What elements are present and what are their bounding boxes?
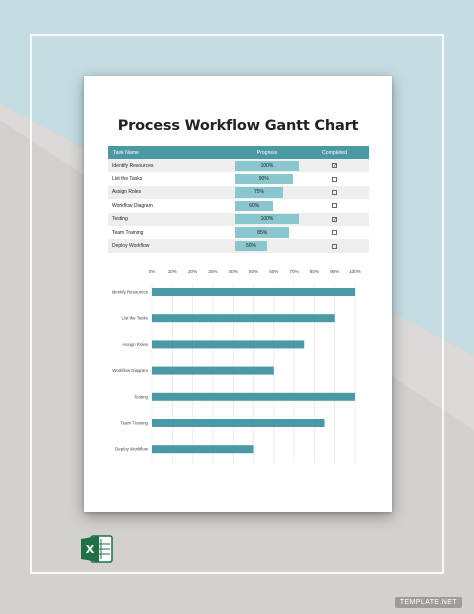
y-category-label: Team Training	[120, 421, 148, 426]
excel-icon: X	[81, 535, 113, 563]
x-tick-label: 20%	[188, 269, 197, 274]
y-category-label: Testing	[134, 394, 148, 399]
progress-cell: 100%	[234, 159, 300, 172]
checkbox[interactable]	[332, 189, 337, 195]
progress-cell: 50%	[234, 239, 300, 252]
x-tick-label: 30%	[208, 269, 217, 274]
table-row: Identify Resources 100% ✓	[108, 159, 369, 173]
completed-cell	[300, 230, 369, 236]
progress-cell: 85%	[234, 226, 300, 239]
x-tick-label: 100%	[349, 269, 361, 274]
progress-bar	[235, 227, 290, 238]
header-task-name: Task Name	[113, 149, 139, 156]
progress-cell: 90%	[234, 172, 300, 185]
checkbox[interactable]	[332, 176, 337, 182]
y-category-label: Workflow Diagram	[112, 368, 148, 373]
progress-text: 60%	[249, 202, 260, 209]
table-row: Assign Roles 75%	[108, 185, 369, 200]
task-name-cell: Team Training	[112, 229, 144, 236]
task-name-cell: List the Tasks	[112, 176, 143, 183]
document-title: Process Workflow Gantt Chart	[117, 118, 359, 134]
x-tick-label: 10%	[168, 269, 177, 274]
progress-bar	[235, 160, 299, 171]
progress-text: 75%	[253, 189, 264, 196]
progress-cell: 75%	[234, 186, 300, 199]
y-category-label: Deploy Workflow	[115, 447, 149, 452]
progress-cell: 100%	[234, 213, 300, 226]
y-category-label: Identify Resources	[112, 290, 149, 295]
progress-bar	[235, 187, 283, 198]
task-table: Task Name Progress Completed Identify Re…	[108, 146, 369, 253]
task-name-cell: Identify Resources	[112, 162, 154, 169]
x-tick-label: 60%	[269, 269, 278, 274]
progress-text: 100%	[260, 216, 274, 223]
x-tick-label: 70%	[289, 269, 298, 274]
progress-bar	[235, 240, 267, 252]
progress-text: 90%	[258, 176, 269, 183]
x-tick-label: 0%	[149, 269, 156, 274]
checkbox[interactable]	[332, 243, 337, 249]
checked-checkbox[interactable]: ✓	[332, 216, 338, 223]
table-row: Testing 100% ✓	[108, 212, 369, 226]
table-row: List the Tasks 90%	[108, 172, 369, 185]
gantt-bar	[152, 288, 355, 296]
progress-bar	[235, 173, 293, 185]
table-body: Identify Resources 100% ✓ List the Tasks 90%…	[108, 159, 369, 253]
completed-cell	[300, 203, 369, 209]
progress-cell: 60%	[234, 199, 300, 212]
completed-cell: ✓	[300, 216, 369, 223]
progress-bar	[235, 200, 274, 212]
table-header: Task Name Progress Completed	[108, 146, 369, 159]
gantt-bar	[152, 366, 274, 375]
header-progress: Progress	[256, 149, 278, 156]
table-row: Deploy Workflow 50%	[108, 239, 369, 253]
x-tick-label: 40%	[229, 269, 238, 274]
gantt-bar	[152, 445, 254, 454]
table-row: Workflow Diagram 60%	[108, 199, 369, 212]
task-name-cell: Assign Roles	[112, 189, 142, 196]
progress-text: 100%	[260, 162, 274, 169]
task-name-cell: Workflow Diagram	[112, 202, 153, 209]
x-tick-label: 90%	[330, 269, 339, 274]
table-row: Team Training 85%	[108, 226, 369, 239]
gantt-bar	[152, 392, 355, 401]
gantt-bar	[152, 419, 325, 427]
checkbox[interactable]	[332, 203, 337, 209]
completed-cell	[300, 243, 369, 249]
y-category-label: Assign Roles	[122, 342, 148, 347]
svg-text:X: X	[86, 543, 95, 556]
task-name-cell: Deploy Workflow	[112, 243, 150, 250]
document-page: Process Workflow Gantt Chart Task Name P…	[84, 76, 392, 512]
x-tick-label: 50%	[249, 269, 258, 274]
task-name-cell: Testing	[112, 216, 128, 223]
completed-cell	[300, 189, 369, 195]
header-completed: Completed	[321, 149, 348, 156]
decorative-frame	[30, 34, 444, 574]
gantt-bar	[152, 340, 305, 349]
checked-checkbox[interactable]: ✓	[332, 163, 338, 170]
completed-cell	[300, 176, 369, 182]
brand-label: TEMPLATE.NET	[394, 597, 462, 608]
x-tick-label: 80%	[310, 269, 319, 274]
gantt-chart: 0% 10% 20% 30% 40% 50% 60% 70% 80% 90% 100% Identif…	[112, 269, 361, 464]
y-category-label: List the Tasks	[121, 316, 148, 321]
progress-bar	[235, 214, 299, 225]
progress-text: 50%	[245, 243, 256, 250]
gantt-bar	[152, 314, 335, 323]
checkbox[interactable]	[332, 230, 337, 236]
completed-cell: ✓	[300, 163, 369, 170]
progress-text: 85%	[257, 229, 268, 236]
